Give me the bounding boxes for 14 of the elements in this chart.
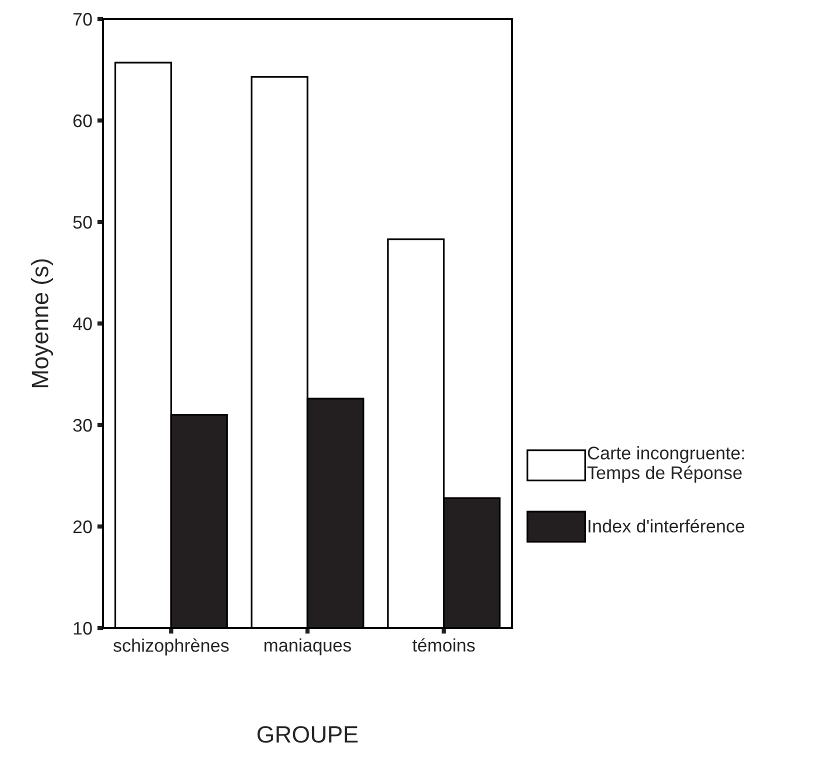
y-tick-label: 70 (73, 12, 92, 26)
x-tick-label: maniaques (264, 638, 352, 656)
y-tick-label: 60 (73, 114, 92, 128)
x-tick-label: témoins (412, 638, 475, 652)
y-tick-label: 50 (73, 216, 92, 229)
y-tick-label: 40 (72, 317, 92, 330)
y-tick-label: 20 (73, 520, 92, 534)
y-tick-label: 10 (74, 622, 92, 635)
x-axis-title: GROUPE (258, 726, 358, 743)
y-axis-title: Moyenne (s) (31, 259, 54, 388)
y-tick-label: 30 (73, 418, 92, 432)
x-tick-label: schizophrènes (113, 638, 229, 656)
legend-label: Carte incongruente: Temps de Réponse (587, 446, 744, 483)
legend-label: Index d'interférence (588, 519, 744, 533)
